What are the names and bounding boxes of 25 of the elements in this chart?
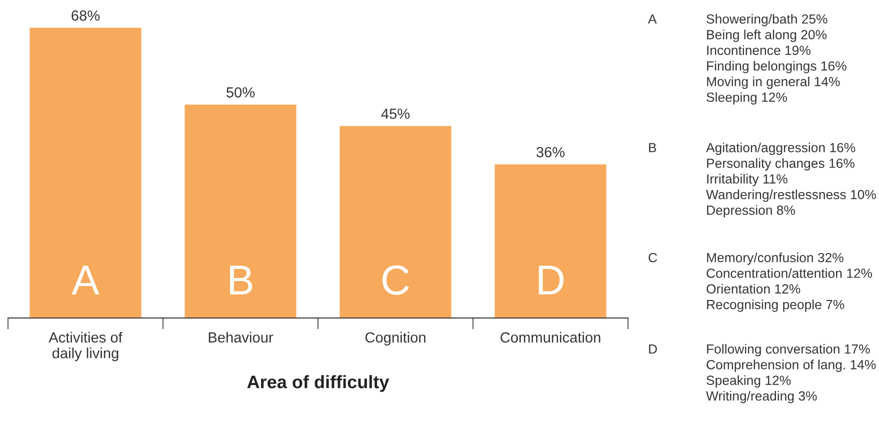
x-tick-label: Cognition — [365, 332, 426, 346]
x-tick-label: Behaviour — [208, 332, 274, 343]
annotation: D — [538, 266, 564, 294]
bar — [340, 126, 452, 318]
annotation: C — [382, 265, 409, 295]
x-tick-label: Activities of daily living — [48, 332, 122, 362]
annotation: B — [230, 266, 252, 294]
data-label: 50% — [226, 87, 255, 98]
bar — [30, 28, 142, 318]
text: Memory/confusion 32% Concentration/attention 12% Orientation 12% Recognising people 7% — [706, 252, 872, 312]
text: D — [649, 344, 657, 354]
data-label: 45% — [381, 108, 410, 119]
x-axis-title: Area of difficulty — [247, 375, 390, 392]
text: C — [648, 252, 658, 262]
x-tick-label: Communication — [500, 332, 600, 343]
data-label: 68% — [72, 10, 100, 21]
text: B — [649, 143, 656, 152]
bar — [494, 164, 606, 318]
text: Showering/bath 25% Being left along 20% Incontinence 19% Finding belongings 16% Moving in general 14% Sleeping 12% — [706, 14, 846, 105]
text: Agitation/aggression 16% Personality changes 16% Irritability 11% Wandering/restlessness 10% Depression 8% — [706, 142, 876, 218]
text: Following conversation 17% Comprehension of lang. 14% Speaking 12% Writing/reading 3% — [706, 344, 876, 404]
text: A — [648, 14, 657, 24]
annotation: A — [72, 266, 100, 294]
bar — [184, 104, 296, 318]
data-label: 36% — [536, 146, 565, 158]
